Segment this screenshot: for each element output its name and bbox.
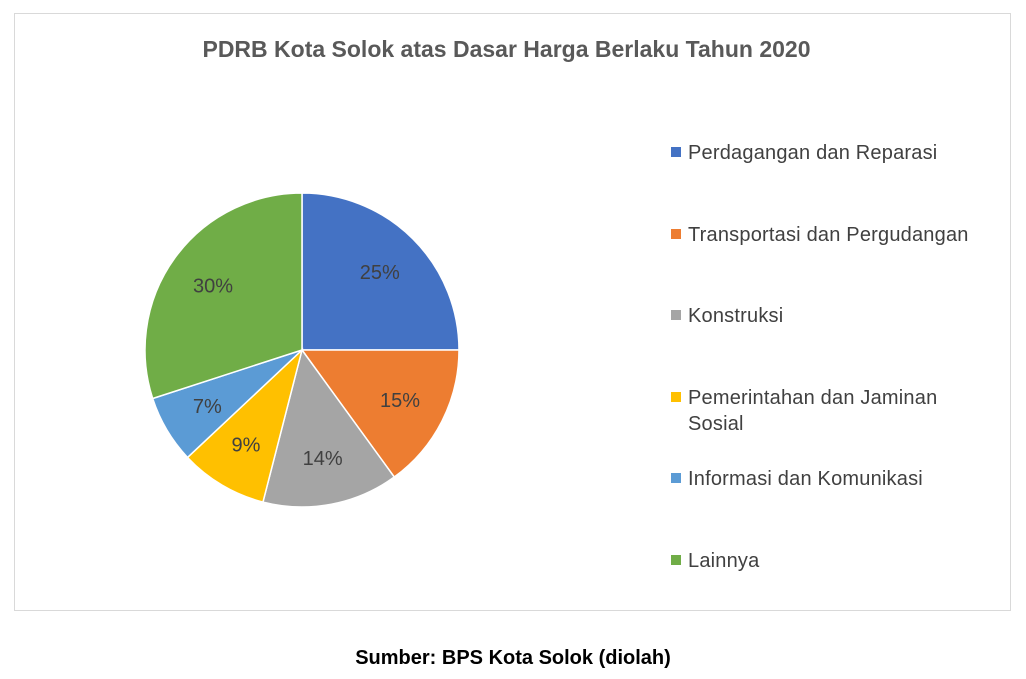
pie-slice [186, 347, 304, 503]
pie-data-label: 9% [232, 435, 261, 457]
legend-item: Transportasi dan Pergudangan [671, 222, 988, 248]
legend-label: Lainnya [688, 550, 760, 572]
legend-swatch [671, 473, 681, 483]
legend-swatch [671, 229, 681, 239]
legend-item: Informasi dan Komunikasi [671, 466, 988, 492]
pie-data-label: 15% [380, 390, 420, 412]
pie-data-label: 30% [193, 275, 233, 297]
legend-label: Konstruksi [688, 305, 784, 327]
legend-label: Perdagangan dan Reparasi [688, 142, 938, 164]
legend-swatch [671, 555, 681, 565]
chart-title: PDRB Kota Solok atas Dasar Harga Berlaku… [202, 36, 811, 62]
pie-slice [300, 349, 460, 479]
pie-slice [262, 348, 396, 508]
pie-chart: 25% 15% 14% 9% 7% 30% [144, 192, 460, 508]
pie-data-label: 25% [360, 262, 400, 284]
pie-slice [301, 192, 460, 351]
legend-item: Perdagangan dan Reparasi [671, 140, 988, 166]
legend-label: Informasi dan Komunikasi [688, 468, 923, 490]
pie-slice [144, 192, 303, 400]
legend-item: Pemerintahan dan Jaminan Sosial [671, 385, 988, 437]
source-caption: Sumber: BPS Kota Solok (diolah) [355, 647, 671, 669]
chart-frame: PDRB Kota Solok atas Dasar Harga Berlaku… [14, 13, 1011, 611]
pie-data-label: 14% [303, 448, 343, 470]
pie-data-label: 7% [193, 396, 222, 418]
legend-item: Konstruksi [671, 303, 988, 329]
legend-swatch [671, 310, 681, 320]
legend-swatch [671, 147, 681, 157]
legend-label: Transportasi dan Pergudangan [688, 224, 969, 246]
legend-swatch [671, 392, 681, 402]
legend-label: Pemerintahan dan Jaminan Sosial [688, 387, 938, 435]
legend-item: Lainnya [671, 548, 988, 574]
